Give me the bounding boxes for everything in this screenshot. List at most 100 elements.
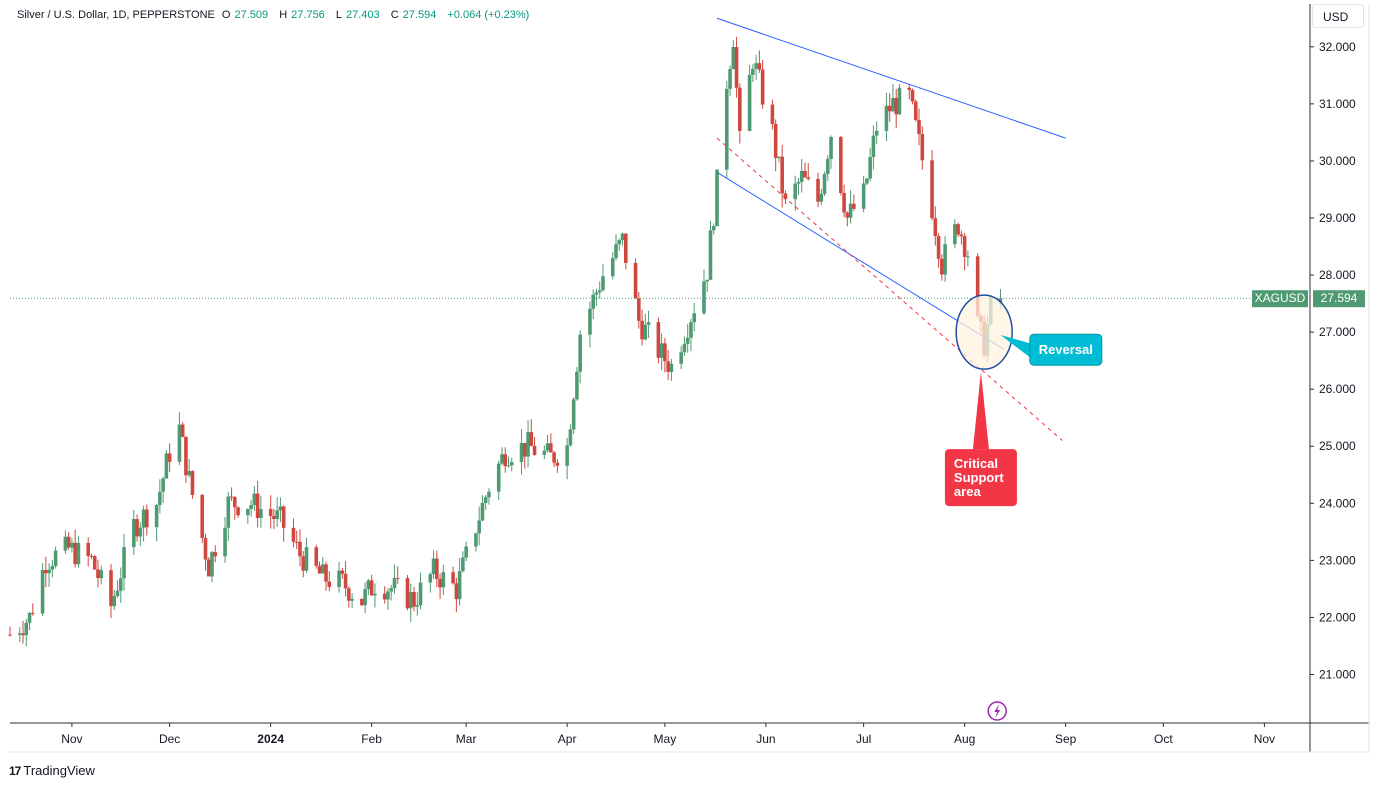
candle-body [503, 454, 508, 467]
candle-body [259, 509, 263, 518]
symbol-title: Silver / U.S. Dollar, 1D, PEPPERSTONE [17, 9, 215, 21]
candle-body [281, 506, 286, 528]
y-tick-label: 25.000 [1319, 439, 1356, 453]
candle-body [930, 160, 934, 219]
candle-body [614, 244, 618, 259]
candle-body [913, 101, 918, 121]
candle-body [340, 570, 345, 574]
candle-body [731, 47, 736, 70]
x-tick-label: Oct [1154, 732, 1173, 746]
candle-body [682, 343, 687, 353]
candle-body [229, 496, 234, 498]
candle-body [89, 555, 94, 557]
candle-body [874, 130, 879, 136]
candle-body [640, 320, 644, 340]
x-tick-label: Sep [1055, 732, 1077, 746]
candle-body [522, 442, 527, 457]
candle-body [96, 569, 100, 579]
candle-body [509, 462, 514, 466]
candle-body [457, 571, 462, 600]
candle-body [708, 230, 713, 280]
candle-body [829, 136, 833, 159]
candle-body [728, 69, 732, 89]
candle-body [959, 234, 964, 237]
x-tick-label: Mar [456, 732, 477, 746]
candle-body [555, 462, 560, 466]
candle-body [549, 443, 553, 453]
candle-body [568, 429, 573, 446]
candle-body [86, 542, 90, 556]
candle-body [529, 432, 534, 446]
tradingview-logo-text: TradingView [23, 763, 95, 778]
x-tick-label: Apr [558, 732, 577, 746]
candle-body [115, 590, 120, 597]
candle-body [842, 192, 846, 213]
candle-body [575, 371, 579, 400]
candle-body [233, 497, 237, 508]
candle-body [659, 343, 664, 358]
candle-body [249, 505, 253, 509]
close-value: C 27.594 [390, 9, 437, 21]
candle-body [200, 494, 205, 538]
candle-body [122, 547, 126, 579]
candle-body [177, 424, 182, 462]
candle-body [337, 570, 341, 588]
currency-button[interactable]: USD [1312, 4, 1364, 28]
candle-body [369, 580, 374, 596]
candle-body [962, 236, 967, 257]
candle-body [933, 218, 938, 237]
candle-body [187, 471, 191, 476]
symbol-tag-label: XAGUSD [1255, 291, 1306, 305]
candle-body [278, 506, 283, 511]
candle-body [601, 276, 605, 291]
candle-body [897, 87, 902, 115]
candle-body [373, 593, 377, 596]
candle-body [164, 453, 169, 479]
tradingview-logo[interactable]: 17 TradingView [9, 763, 95, 778]
candle-body [839, 136, 843, 193]
candle-body [47, 569, 51, 574]
candle-body [226, 496, 231, 528]
candle-body [633, 262, 638, 299]
high-value: H 27.756 [279, 9, 325, 21]
candle-body [314, 547, 319, 566]
candle-body [109, 570, 113, 607]
candle-body [138, 527, 143, 537]
candle-body [203, 537, 208, 560]
candle-body [816, 178, 820, 202]
reversal-callout [1029, 333, 1103, 366]
candle-body [405, 578, 410, 609]
candle-body [275, 510, 279, 519]
candle-body [154, 504, 159, 528]
candle-body [392, 577, 397, 589]
last-price-label: 27.594 [1321, 291, 1358, 305]
y-tick-label: 24.000 [1319, 496, 1356, 510]
candle-body [620, 233, 625, 241]
candle-body [141, 509, 146, 528]
candle-body [848, 203, 853, 218]
candle-body [408, 592, 413, 609]
y-tick-label: 23.000 [1319, 553, 1356, 567]
candle-body [363, 589, 367, 606]
candle-body [711, 226, 716, 231]
candle-body [591, 294, 595, 309]
x-tick-label: Jun [756, 732, 775, 746]
candle-body [545, 443, 550, 451]
candle-body [526, 432, 530, 457]
candle-body [294, 541, 299, 543]
candles-layer [8, 36, 1003, 647]
candle-body [27, 612, 32, 623]
candle-body [483, 497, 488, 503]
candle-body [754, 63, 758, 69]
candle-body [389, 588, 393, 592]
candle-body [213, 552, 218, 557]
support-dashed-line [716, 137, 1063, 441]
change-value: +0.064 (+0.23%) [447, 9, 530, 21]
candle-body [298, 541, 302, 557]
candle-body [852, 203, 856, 209]
candle-body [506, 465, 511, 467]
support-label-line: Critical [954, 456, 998, 471]
support-pointer [972, 372, 989, 450]
